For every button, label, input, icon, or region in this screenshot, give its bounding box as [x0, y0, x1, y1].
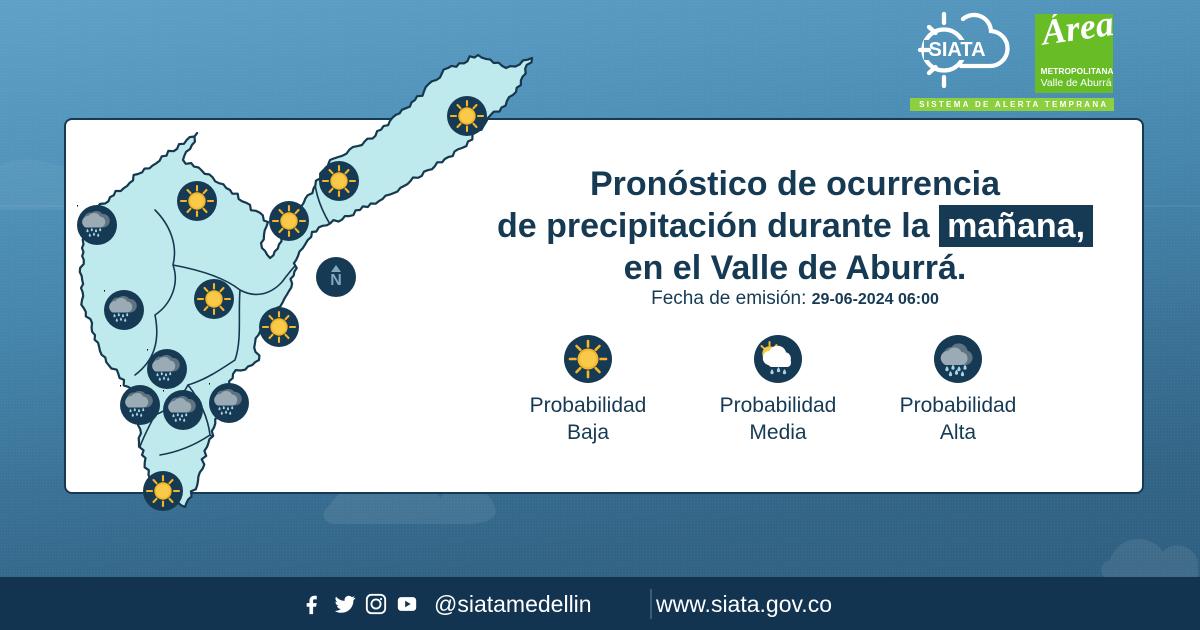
svg-text:SIATA: SIATA	[928, 39, 985, 61]
